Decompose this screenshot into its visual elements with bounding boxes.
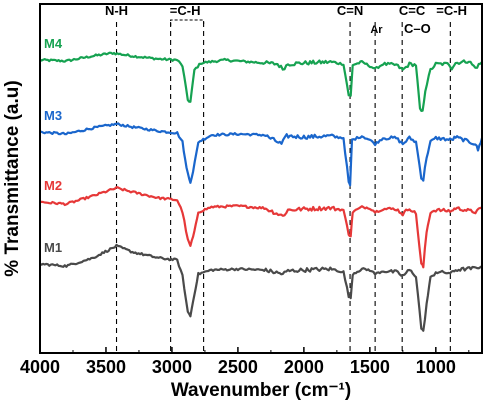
x-tick-label: 2000: [284, 357, 324, 377]
band-markers: N-H =C-H C=N Ar C=C C–O =C-H: [105, 3, 467, 353]
y-axis-title: % Transmittance (a.u): [2, 80, 23, 276]
x-tick-label: 1500: [350, 357, 390, 377]
series-label-m4: M4: [44, 36, 63, 51]
series-label-m3: M3: [44, 108, 62, 123]
band-label: Ar: [370, 24, 383, 36]
series-label-m1: M1: [44, 240, 62, 255]
x-tick-label: 2500: [218, 357, 258, 377]
band-bracket: [170, 19, 205, 26]
x-tick-label: 3500: [86, 357, 126, 377]
series-line-m4: [39, 51, 483, 112]
x-tick-label: 1000: [416, 357, 456, 377]
band-label: =C-H: [170, 3, 201, 18]
x-axis-ticks: 4000 3500 3000 2500 2000 1500 1000: [20, 347, 470, 377]
band-label: C=N: [337, 3, 363, 18]
plot-frame: [39, 3, 483, 354]
band-label: C–O: [404, 21, 431, 36]
band-label: =C-H: [436, 3, 467, 18]
x-axis-title: Wavenumber (cm⁻¹): [171, 380, 351, 401]
spectra-series: M4 M3 M2 M1: [39, 36, 484, 332]
x-tick-label: 3000: [152, 357, 192, 377]
series-line-m3: [39, 122, 484, 187]
band-label: N-H: [105, 3, 128, 18]
series-line-m1: [39, 243, 483, 332]
series-line-m2: [39, 186, 483, 269]
band-label: C=C: [399, 3, 426, 18]
series-label-m2: M2: [44, 178, 62, 193]
x-tick-label: 4000: [20, 357, 60, 377]
